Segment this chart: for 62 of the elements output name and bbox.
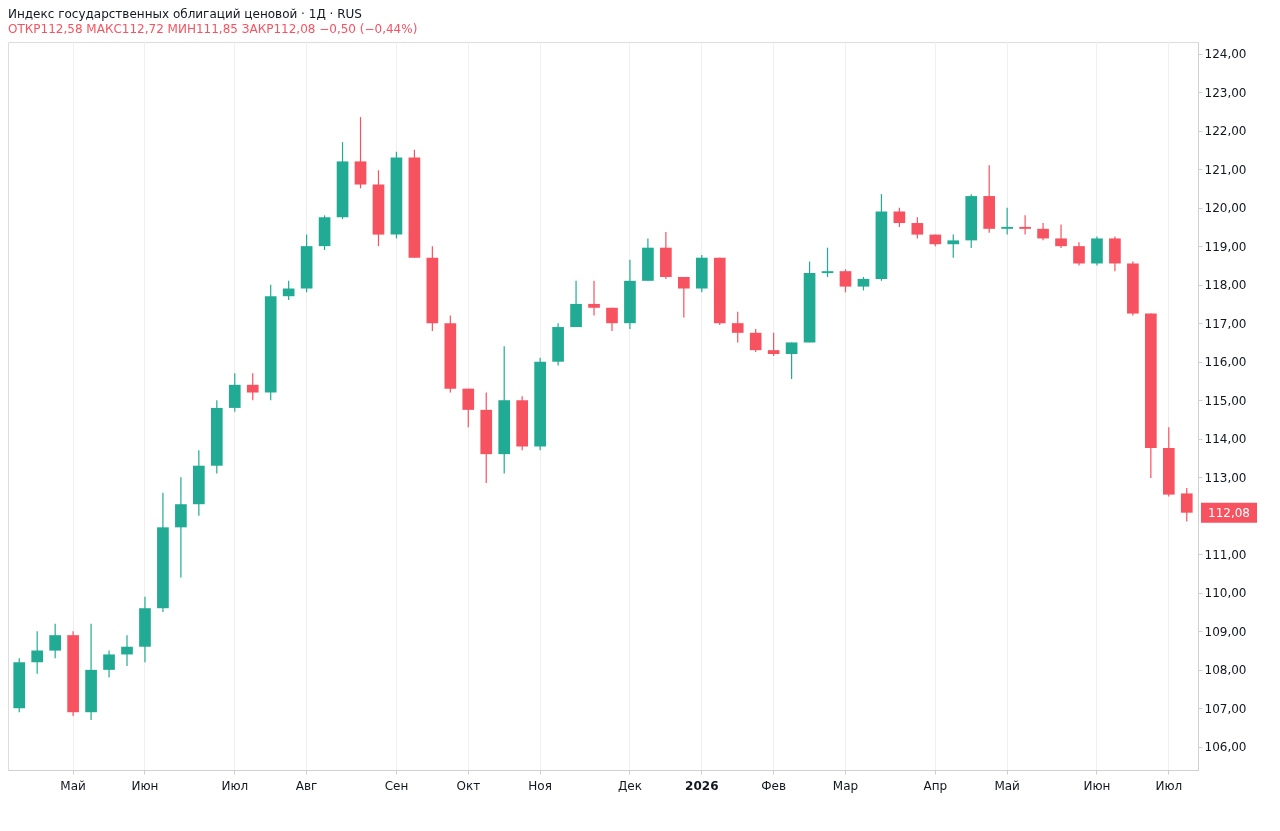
x-tick-label: Ноя	[528, 778, 552, 793]
candlestick	[228, 372, 241, 413]
candlestick	[839, 268, 852, 293]
y-tick-label: 120,00	[1204, 201, 1247, 216]
candlestick	[785, 341, 798, 380]
candlestick	[677, 276, 690, 319]
x-tick-label: Июл	[221, 778, 249, 793]
candlestick	[570, 280, 582, 328]
text: 112,08	[1208, 505, 1250, 520]
y-tick-label: 115,00	[1204, 393, 1247, 408]
y-tick-label: 111,00	[1204, 547, 1247, 562]
candlestick	[749, 328, 762, 353]
candlestick	[462, 388, 475, 428]
candlestick	[893, 207, 906, 228]
chart-title: Индекс государственных облигаций ценовой · 1Д · RUS	[8, 7, 362, 21]
candlestick	[1055, 223, 1067, 249]
candlestick	[911, 216, 924, 240]
x-tick-label: Май	[60, 778, 86, 793]
x-tick-label: Май	[994, 778, 1020, 793]
y-tick-label: 123,00	[1204, 85, 1247, 100]
y-tick-label: 121,00	[1204, 162, 1247, 177]
candlestick	[1180, 487, 1193, 523]
x-tick-label: Окт	[456, 778, 481, 793]
candlestick	[31, 630, 44, 675]
y-tick-label: 118,00	[1204, 278, 1247, 293]
x-tick-label: 2026	[685, 778, 719, 793]
x-tick-label: Фев	[761, 778, 787, 793]
x-tick-label: Сен	[384, 778, 409, 793]
y-tick-label: 122,00	[1204, 124, 1247, 139]
x-tick-label: Апр	[923, 778, 948, 793]
y-tick-label: 107,00	[1204, 701, 1247, 716]
candlestick	[767, 332, 780, 357]
candlestick	[1019, 214, 1031, 236]
candlestick	[175, 476, 187, 579]
candlestick	[121, 634, 133, 667]
candlestick	[354, 116, 367, 189]
chart-subtitle: ОТКР112,58 МАКС112,72 МИН111,85 ЗАКР112,08 −0,50 (−0,44%)	[8, 22, 418, 36]
y-tick-label: 109,00	[1204, 624, 1247, 639]
y-tick-label: 116,00	[1204, 355, 1247, 370]
y-tick-label: 110,00	[1204, 586, 1247, 601]
candlestick	[49, 623, 61, 659]
y-tick-label: 108,00	[1204, 663, 1247, 678]
candlestick	[821, 247, 834, 278]
x-tick-label: Июн	[131, 778, 159, 793]
x-tick-label: Июл	[1155, 778, 1183, 793]
y-tick-label: 113,00	[1204, 470, 1247, 485]
x-tick-label: Мар	[832, 778, 859, 793]
y-tick-label: 117,00	[1204, 316, 1247, 331]
x-tick-label: Авг	[295, 778, 318, 793]
candlestick	[246, 372, 259, 401]
x-tick-label: Дек	[617, 778, 642, 793]
candlestick	[731, 311, 744, 344]
y-tick-label: 114,00	[1204, 432, 1247, 447]
candlestick	[1001, 207, 1013, 236]
candlestick	[1073, 241, 1085, 267]
y-tick-label: 124,00	[1204, 47, 1247, 62]
y-tick-label: 119,00	[1204, 239, 1247, 254]
candlestick	[103, 649, 115, 679]
y-tick-label: 106,00	[1204, 740, 1247, 755]
candlestick	[588, 280, 600, 317]
x-tick-label: Июн	[1083, 778, 1111, 793]
candlestick	[947, 233, 960, 259]
